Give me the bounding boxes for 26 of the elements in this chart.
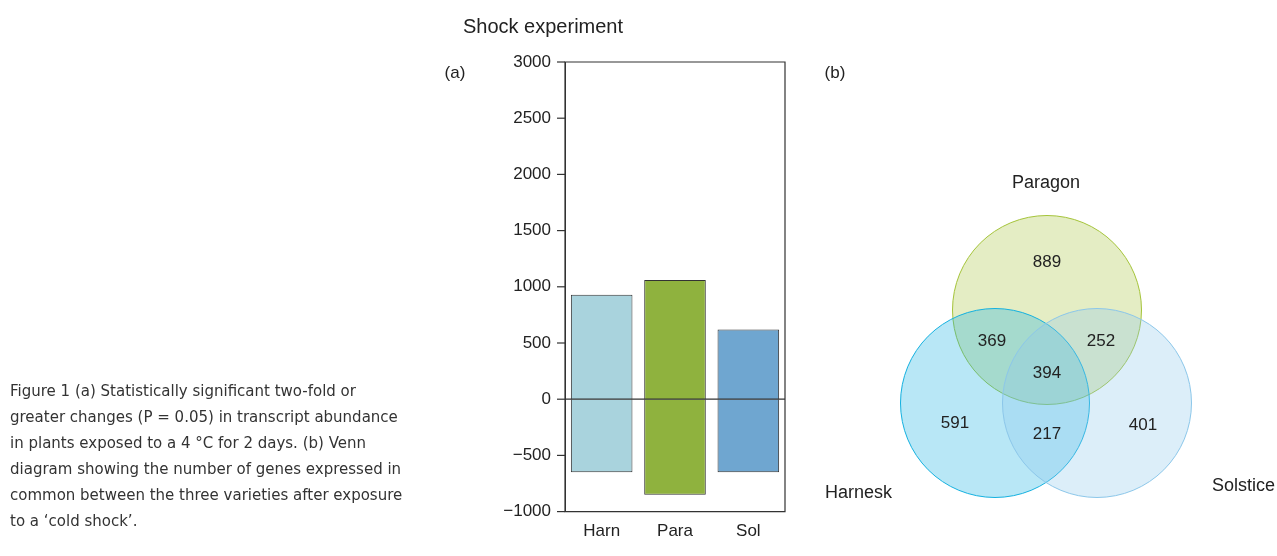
caption: Figure 1 (a) Statistically significant two-fold or greater changes (P = 0.05) in transcript abundance in plants exposed to a 4 °C for 2 days. (b) Venn diagram showing the number of genes expressed in common between the three varieties after exposure to a ‘cold shock’. (10, 381, 404, 532)
text: (a) (444, 62, 466, 82)
y-tick-label: 2000 (513, 164, 551, 184)
x-tick-label: Harn (583, 521, 621, 541)
y-tick-label: −1000 (503, 501, 551, 521)
chart-title: Shock experiment (462, 14, 624, 37)
y-tick-label: 0 (541, 388, 551, 408)
text: 217 (1032, 423, 1062, 443)
text: (b) (824, 62, 846, 82)
category-label: Harnesk (825, 481, 894, 502)
y-tick-label: −500 (512, 445, 551, 465)
category-label: Paragon (1011, 171, 1081, 192)
x-tick-label: Para (657, 521, 694, 541)
text: 401 (1128, 414, 1158, 434)
y-tick-label: 1000 (513, 276, 551, 296)
text: 252 (1086, 330, 1116, 350)
x-tick-label: Sol (736, 521, 761, 541)
category-label: Solstice (1211, 474, 1275, 495)
y-tick-label: 3000 (513, 51, 551, 71)
y-tick-label: 2500 (513, 107, 551, 127)
text: 394 (1032, 362, 1062, 382)
text: 591 (940, 412, 970, 432)
text: 889 (1032, 251, 1062, 271)
text: 369 (977, 330, 1007, 350)
y-tick-label: 500 (522, 332, 551, 352)
y-tick-label: 1500 (513, 220, 551, 240)
